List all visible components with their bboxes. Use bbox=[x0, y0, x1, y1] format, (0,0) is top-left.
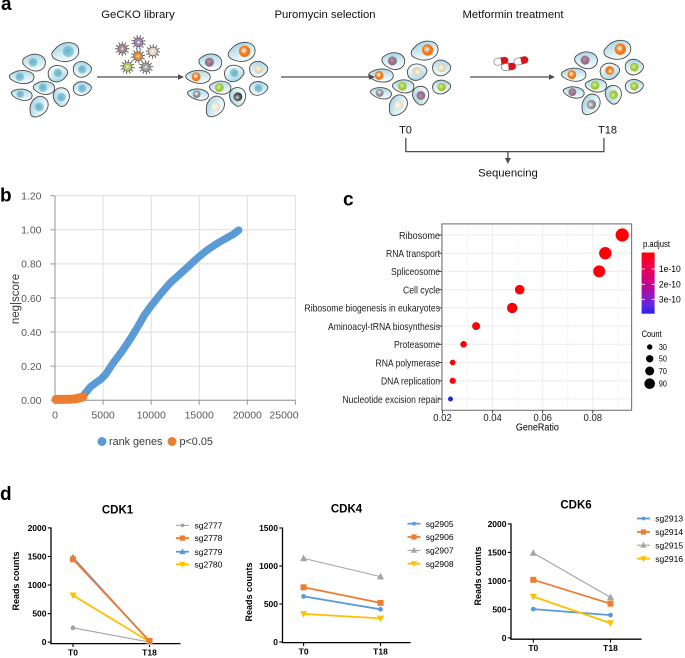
svg-text:0: 0 bbox=[502, 633, 507, 643]
svg-text:a: a bbox=[1, 0, 12, 15]
svg-text:0.20: 0.20 bbox=[21, 361, 42, 373]
svg-text:RNA polymerase: RNA polymerase bbox=[376, 358, 441, 369]
svg-text:CDK4: CDK4 bbox=[331, 504, 363, 516]
svg-text:90: 90 bbox=[659, 379, 667, 389]
svg-text:sg2914: sg2914 bbox=[655, 527, 683, 537]
svg-text:0.80: 0.80 bbox=[21, 259, 42, 271]
svg-text:1e-10: 1e-10 bbox=[659, 264, 681, 274]
svg-text:10000: 10000 bbox=[137, 410, 166, 422]
svg-text:Reads counts: Reads counts bbox=[244, 562, 254, 621]
svg-text:5000: 5000 bbox=[91, 410, 115, 422]
svg-text:GeneRatio: GeneRatio bbox=[516, 423, 559, 434]
svg-text:1000: 1000 bbox=[488, 576, 507, 586]
svg-text:GeCKO library: GeCKO library bbox=[101, 9, 175, 21]
svg-text:b: b bbox=[0, 186, 12, 207]
svg-text:sg2906: sg2906 bbox=[426, 532, 454, 542]
svg-text:1.00: 1.00 bbox=[21, 225, 42, 237]
svg-text:Proteasome: Proteasome bbox=[394, 340, 440, 351]
svg-text:0.00: 0.00 bbox=[21, 395, 42, 407]
svg-text:0: 0 bbox=[52, 410, 58, 422]
svg-text:rank genes: rank genes bbox=[109, 436, 163, 448]
svg-text:T0: T0 bbox=[68, 648, 78, 658]
svg-text:Puromycin selection: Puromycin selection bbox=[274, 9, 375, 21]
svg-text:Aminoacyl-tRNA biosynthesis: Aminoacyl-tRNA biosynthesis bbox=[328, 322, 440, 333]
svg-text:CDK1: CDK1 bbox=[102, 505, 134, 517]
svg-text:500: 500 bbox=[264, 599, 278, 609]
svg-text:0.06: 0.06 bbox=[533, 413, 552, 424]
svg-text:CDK6: CDK6 bbox=[560, 500, 591, 512]
svg-text:sg2905: sg2905 bbox=[426, 519, 454, 529]
svg-text:500: 500 bbox=[32, 609, 46, 619]
svg-text:sg2915: sg2915 bbox=[655, 540, 683, 550]
svg-text:0.04: 0.04 bbox=[483, 413, 502, 424]
svg-text:2000: 2000 bbox=[28, 523, 47, 533]
svg-text:T0: T0 bbox=[299, 647, 309, 657]
svg-text:0.08: 0.08 bbox=[584, 413, 603, 424]
svg-text:sg2779: sg2779 bbox=[195, 547, 223, 557]
svg-text:T18: T18 bbox=[603, 643, 618, 653]
svg-text:15000: 15000 bbox=[185, 410, 214, 422]
svg-text:sg2908: sg2908 bbox=[426, 559, 454, 569]
svg-text:1000: 1000 bbox=[259, 561, 278, 571]
svg-text:1000: 1000 bbox=[28, 580, 47, 590]
svg-text:Reads counts: Reads counts bbox=[473, 546, 483, 605]
svg-text:Metformin treatment: Metformin treatment bbox=[462, 9, 564, 21]
svg-text:Ribosome: Ribosome bbox=[399, 231, 440, 242]
svg-text:2e-10: 2e-10 bbox=[659, 280, 681, 290]
svg-text:Cell cycle: Cell cycle bbox=[403, 286, 440, 297]
svg-text:0.40: 0.40 bbox=[21, 327, 42, 339]
svg-text:50: 50 bbox=[659, 354, 667, 364]
svg-text:1500: 1500 bbox=[28, 552, 47, 562]
svg-text:0: 0 bbox=[42, 637, 47, 647]
svg-text:sg2778: sg2778 bbox=[195, 533, 223, 543]
svg-text:sg2777: sg2777 bbox=[195, 521, 223, 531]
svg-text:sg2913: sg2913 bbox=[655, 514, 683, 524]
svg-text:Sequencing: Sequencing bbox=[478, 168, 538, 180]
svg-text:70: 70 bbox=[659, 366, 667, 376]
svg-text:Ribosome biogenesis in eukaryo: Ribosome biogenesis in eukaryotes bbox=[305, 304, 441, 315]
svg-text:20000: 20000 bbox=[233, 410, 262, 422]
svg-text:T0: T0 bbox=[528, 643, 538, 653]
svg-text:1500: 1500 bbox=[259, 523, 278, 533]
svg-text:T18: T18 bbox=[598, 125, 617, 137]
svg-text:Spliceosome: Spliceosome bbox=[391, 267, 440, 278]
svg-text:DNA replication: DNA replication bbox=[381, 377, 440, 388]
svg-text:1.20: 1.20 bbox=[21, 191, 42, 203]
svg-text:neg|score: neg|score bbox=[10, 274, 22, 324]
svg-text:Count: Count bbox=[642, 329, 662, 340]
svg-text:c: c bbox=[343, 190, 354, 211]
svg-text:1500: 1500 bbox=[488, 548, 507, 558]
svg-text:T0: T0 bbox=[399, 125, 412, 137]
svg-text:T18: T18 bbox=[373, 647, 388, 657]
svg-text:0.02: 0.02 bbox=[433, 413, 452, 424]
svg-text:sg2780: sg2780 bbox=[195, 560, 223, 570]
svg-text:25000: 25000 bbox=[269, 410, 298, 422]
svg-text:0: 0 bbox=[273, 637, 278, 647]
svg-text:sg2907: sg2907 bbox=[426, 546, 454, 556]
svg-text:p.adjust: p.adjust bbox=[643, 239, 670, 250]
svg-text:30: 30 bbox=[659, 342, 667, 352]
svg-text:0.60: 0.60 bbox=[21, 293, 42, 305]
svg-text:3e-10: 3e-10 bbox=[659, 295, 681, 305]
svg-text:RNA transport: RNA transport bbox=[386, 249, 440, 260]
svg-text:sg2916: sg2916 bbox=[655, 554, 683, 564]
svg-text:500: 500 bbox=[492, 605, 506, 615]
svg-text:2000: 2000 bbox=[488, 519, 507, 529]
svg-text:T18: T18 bbox=[142, 648, 157, 658]
svg-text:d: d bbox=[0, 484, 12, 505]
svg-text:Reads counts: Reads counts bbox=[11, 551, 21, 610]
svg-text:Nucleotide excision repair: Nucleotide excision repair bbox=[343, 395, 441, 406]
svg-text:p<0.05: p<0.05 bbox=[180, 436, 213, 448]
